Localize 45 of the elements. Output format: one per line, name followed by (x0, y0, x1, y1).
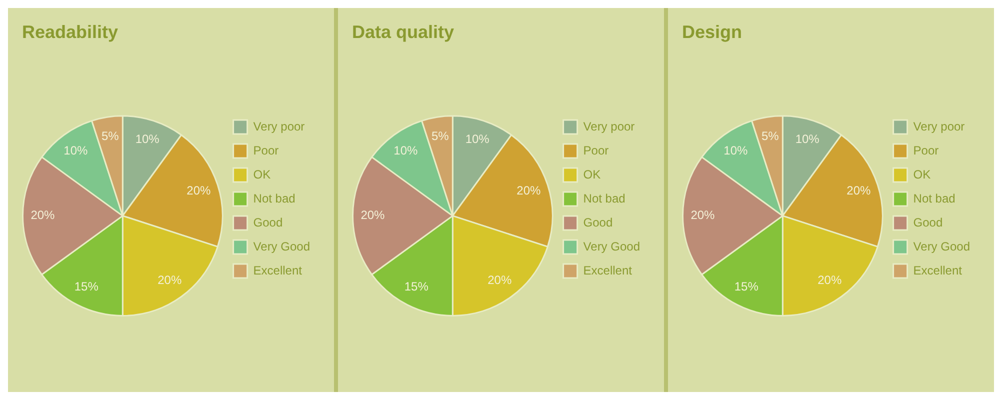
data-label: 5% (431, 129, 450, 144)
legend-label: Not bad (253, 191, 296, 206)
data-label: 20% (516, 183, 541, 198)
data-label: 20% (690, 208, 716, 222)
data-label: 15% (734, 279, 759, 294)
data-label: 10% (394, 143, 418, 158)
legend-label: Poor (253, 143, 279, 158)
chart-title: Design (682, 22, 742, 42)
legend-label: Poor (913, 143, 939, 158)
legend-label: Excellent (913, 263, 963, 278)
chart-title: Readability (22, 22, 118, 42)
legend-label: OK (253, 167, 271, 182)
legend-label: Poor (583, 143, 609, 158)
data-label: 5% (101, 129, 120, 144)
legend-label: Very Good (913, 239, 970, 254)
legend-label: Not bad (913, 191, 956, 206)
legend-label: Excellent (253, 263, 303, 278)
data-label: 10% (465, 132, 490, 146)
legend-label: Excellent (583, 263, 633, 278)
legend-label: Very Good (253, 239, 310, 254)
data-label: 10% (724, 143, 748, 158)
data-label: 20% (818, 272, 842, 287)
legend-label: OK (913, 167, 931, 182)
legend-label: Good (253, 215, 283, 230)
legend-label: OK (583, 167, 601, 182)
data-label: 10% (135, 132, 160, 146)
data-label: 20% (360, 208, 386, 222)
legend-label: Not bad (583, 191, 626, 206)
legend-label: Very poor (253, 119, 305, 134)
data-label: 20% (846, 183, 871, 198)
legend-label: Good (583, 215, 613, 230)
legend-label: Very Good (583, 239, 640, 254)
data-label: 15% (74, 279, 99, 294)
legend-label: Good (913, 215, 943, 230)
data-label: 20% (488, 272, 512, 287)
data-label: 10% (795, 132, 820, 146)
legend-label: Very poor (913, 119, 965, 134)
data-label: 20% (30, 208, 56, 222)
data-label: 20% (186, 183, 211, 198)
data-label: 5% (761, 129, 780, 144)
data-label: 10% (64, 143, 88, 158)
chart-title: Data quality (352, 22, 454, 42)
legend-label: Very poor (583, 119, 635, 134)
data-label: 20% (158, 272, 182, 287)
data-label: 15% (404, 279, 429, 294)
